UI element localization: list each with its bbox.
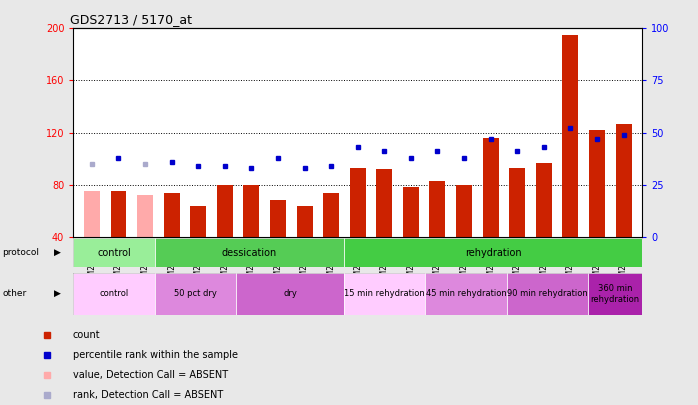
Bar bbox=[344, 238, 642, 267]
Text: percentile rank within the sample: percentile rank within the sample bbox=[73, 350, 237, 360]
Text: 15 min rehydration: 15 min rehydration bbox=[344, 289, 425, 298]
Text: 360 min
rehydration: 360 min rehydration bbox=[591, 284, 639, 303]
Text: control: control bbox=[99, 289, 128, 298]
Bar bbox=[154, 273, 236, 315]
Bar bbox=[137, 195, 153, 237]
Bar bbox=[154, 238, 344, 267]
Bar bbox=[84, 191, 100, 237]
Bar bbox=[350, 168, 366, 237]
Bar bbox=[270, 200, 286, 237]
Bar bbox=[563, 35, 579, 237]
Text: rehydration: rehydration bbox=[465, 248, 521, 258]
Text: GDS2713 / 5170_at: GDS2713 / 5170_at bbox=[70, 13, 193, 26]
Bar bbox=[297, 206, 313, 237]
Bar bbox=[510, 168, 525, 237]
Text: protocol: protocol bbox=[2, 248, 39, 257]
Bar bbox=[163, 193, 179, 237]
Text: count: count bbox=[73, 330, 101, 339]
Bar bbox=[110, 191, 126, 237]
Bar bbox=[376, 169, 392, 237]
Text: ▶: ▶ bbox=[54, 248, 61, 257]
Text: dry: dry bbox=[283, 289, 297, 298]
Bar bbox=[244, 185, 260, 237]
Text: ▶: ▶ bbox=[54, 289, 61, 298]
Bar bbox=[217, 185, 233, 237]
Bar bbox=[73, 273, 154, 315]
Bar bbox=[429, 181, 445, 237]
Bar bbox=[73, 238, 154, 267]
Text: rank, Detection Call = ABSENT: rank, Detection Call = ABSENT bbox=[73, 390, 223, 400]
Bar bbox=[191, 206, 206, 237]
Bar bbox=[507, 273, 588, 315]
Text: control: control bbox=[97, 248, 131, 258]
Bar bbox=[403, 188, 419, 237]
Bar bbox=[426, 273, 507, 315]
Text: 45 min rehydration: 45 min rehydration bbox=[426, 289, 507, 298]
Bar bbox=[482, 138, 498, 237]
Text: other: other bbox=[2, 289, 27, 298]
Text: value, Detection Call = ABSENT: value, Detection Call = ABSENT bbox=[73, 370, 228, 380]
Bar bbox=[344, 273, 426, 315]
Bar bbox=[588, 273, 642, 315]
Bar bbox=[536, 163, 552, 237]
Bar bbox=[589, 130, 605, 237]
Bar bbox=[323, 193, 339, 237]
Text: 90 min rehydration: 90 min rehydration bbox=[507, 289, 588, 298]
Bar bbox=[616, 124, 632, 237]
Bar bbox=[456, 185, 472, 237]
Bar bbox=[236, 273, 344, 315]
Text: dessication: dessication bbox=[222, 248, 277, 258]
Text: 50 pct dry: 50 pct dry bbox=[174, 289, 216, 298]
